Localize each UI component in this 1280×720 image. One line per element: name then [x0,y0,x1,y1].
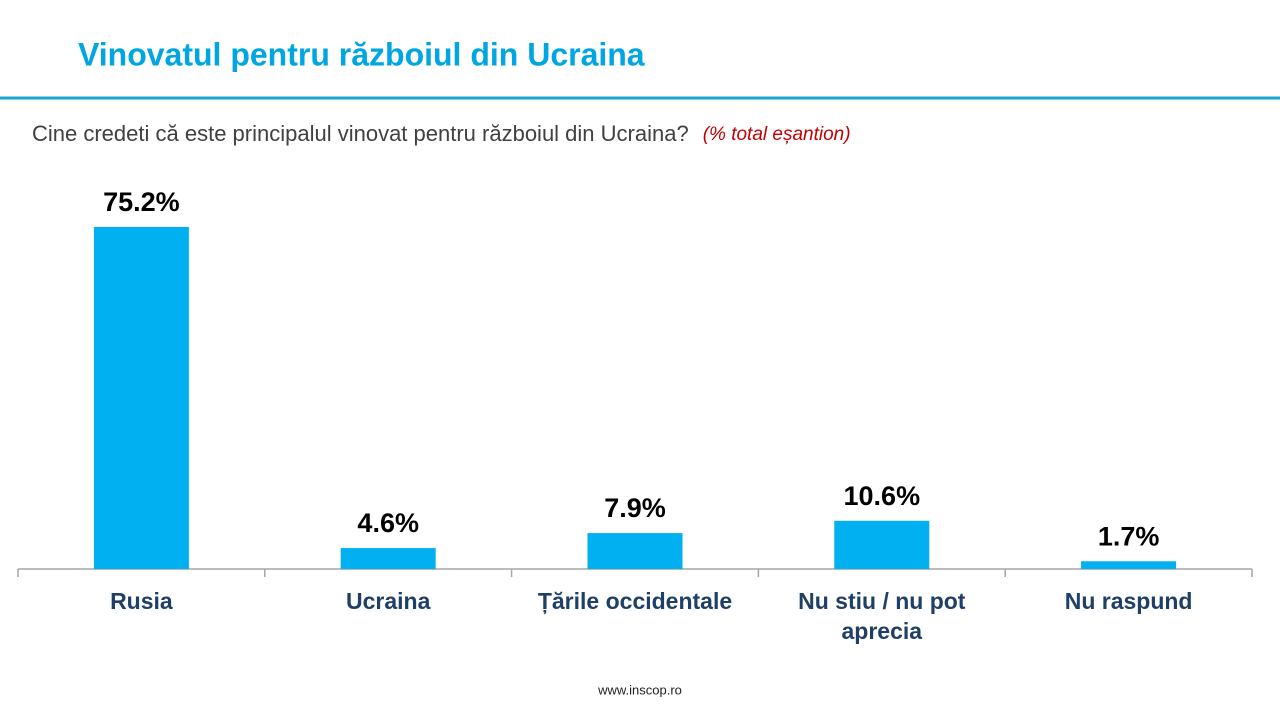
x-tick-label: Țările occidentale [537,588,733,614]
footer: www.inscop.ro [597,682,682,697]
subtitle-text: Cine credeti că este principalul vinovat… [32,121,689,146]
value-label: 4.6% [357,508,419,538]
subtitle: Cine credeti că este principalul vinovat… [32,121,851,146]
value-label: 1.7% [1098,521,1160,551]
bar [340,548,436,569]
note: (% total eșantion) [703,124,851,145]
value-label: 10.6% [844,481,921,511]
bar [1081,561,1177,569]
chart-title: Vinovatul pentru războiul din Ucraina [78,36,645,72]
x-tick-label: Nu stiu / nu pot aprecia [798,588,966,644]
x-tick-label: Rusia [110,588,173,614]
bar [93,227,189,569]
bar [834,520,930,569]
value-label: 75.2% [103,187,180,217]
x-tick-label: Ucraina [346,588,431,614]
bar [587,533,683,569]
value-label: 7.9% [604,493,666,523]
x-tick-label: Nu raspund [1064,588,1193,614]
